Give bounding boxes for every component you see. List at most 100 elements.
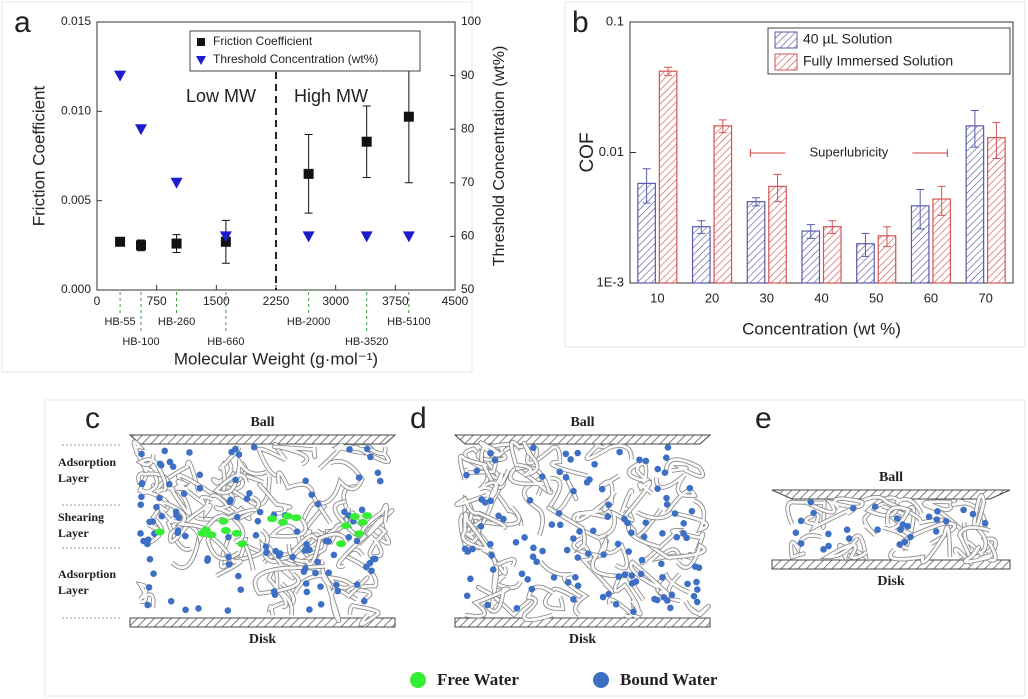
- bound-water: [169, 463, 177, 470]
- bound-water: [145, 584, 153, 591]
- chain: [547, 506, 592, 558]
- bound-water: [325, 538, 332, 545]
- panel-frame: [44, 399, 1026, 697]
- bound-water: [374, 469, 382, 477]
- bound-water: [556, 468, 563, 476]
- legend-label: Bound Water: [620, 670, 718, 689]
- bound-water: [667, 604, 674, 612]
- bound-water: [272, 547, 279, 555]
- free-water: [206, 531, 217, 539]
- bound-water: [314, 558, 321, 566]
- chain: [789, 534, 822, 559]
- bound-water: [584, 550, 592, 558]
- chain: [350, 445, 391, 464]
- bound-water: [161, 447, 169, 455]
- x-axis-label: Concentration (wt %): [742, 319, 901, 338]
- chain: [313, 459, 364, 505]
- error-bar: [861, 232, 870, 257]
- bound-water: [663, 494, 670, 502]
- free-water: [277, 518, 288, 526]
- error-bar: [806, 224, 815, 239]
- bound-water: [871, 503, 879, 510]
- free-water: [336, 540, 347, 548]
- chain: [213, 456, 268, 495]
- error-bar: [718, 119, 727, 134]
- chain: [479, 441, 504, 464]
- y2-tick-label: 100: [461, 14, 481, 28]
- chain: [599, 474, 620, 512]
- bound-water: [330, 551, 338, 559]
- bound-water: [686, 484, 694, 492]
- legend-box: [189, 30, 421, 72]
- bound-water: [308, 491, 316, 498]
- legend-label: Fully Immersed Solution: [803, 53, 953, 69]
- bound-water: [300, 568, 308, 575]
- point-label: HB-660: [207, 336, 244, 348]
- bound-water: [521, 534, 528, 541]
- plate-label: Disk: [569, 632, 596, 647]
- bound-water: [246, 490, 253, 497]
- free-water: [200, 526, 211, 534]
- bound-water: [334, 587, 342, 595]
- marker: [360, 231, 373, 243]
- legend-marker: [197, 38, 205, 46]
- bound-water: [289, 553, 296, 561]
- bound-water: [933, 516, 941, 523]
- bound-water: [312, 569, 319, 577]
- chain: [865, 496, 923, 518]
- free-water: [340, 522, 351, 530]
- plate: [771, 489, 1011, 500]
- error-bar: [752, 197, 761, 207]
- chain: [964, 545, 991, 564]
- bound-water: [317, 583, 324, 590]
- x-tick-label: 0: [94, 294, 101, 308]
- panel-frame: [564, 1, 1026, 348]
- x-tick-label: 1500: [203, 294, 230, 308]
- bound-water: [195, 605, 202, 612]
- bound-water: [621, 515, 628, 523]
- bound-water: [254, 517, 262, 525]
- bound-water: [518, 570, 526, 578]
- chain: [455, 493, 507, 530]
- x-tick-label: 750: [147, 294, 167, 308]
- plate: [453, 434, 712, 445]
- chain: [654, 473, 697, 515]
- legend-box: [767, 27, 1011, 75]
- plate-label: Ball: [250, 415, 274, 430]
- bound-water: [463, 471, 470, 479]
- bound-water: [673, 533, 681, 541]
- layer-label: Shearing: [58, 510, 104, 524]
- legend-label: Free Water: [437, 670, 519, 689]
- bound-water: [174, 527, 182, 534]
- legend-marker: [196, 56, 206, 65]
- bound-water: [156, 494, 163, 502]
- bound-water: [539, 547, 546, 555]
- bound-water: [302, 580, 310, 587]
- bound-water: [153, 503, 160, 511]
- bound-water: [333, 581, 340, 589]
- bound-water: [605, 590, 612, 598]
- bound-water: [825, 530, 832, 538]
- bound-water: [167, 597, 175, 605]
- chain: [337, 503, 388, 569]
- bound-water: [621, 571, 629, 578]
- chain: [636, 499, 708, 532]
- chain: [464, 587, 510, 618]
- chain: [635, 534, 706, 569]
- free-water: [218, 517, 229, 525]
- bound-water: [478, 496, 485, 503]
- error-bar: [642, 168, 651, 204]
- bound-water: [683, 534, 690, 542]
- plate-label: Ball: [570, 415, 594, 430]
- chain: [258, 483, 292, 515]
- bound-water: [960, 506, 967, 514]
- bound-water: [969, 510, 977, 518]
- bound-water: [489, 566, 497, 573]
- bound-water: [616, 448, 623, 456]
- bound-water: [684, 580, 691, 588]
- x-tick-label: 60: [924, 290, 938, 305]
- bound-water: [680, 520, 688, 527]
- chain: [627, 461, 652, 493]
- chain: [151, 460, 201, 495]
